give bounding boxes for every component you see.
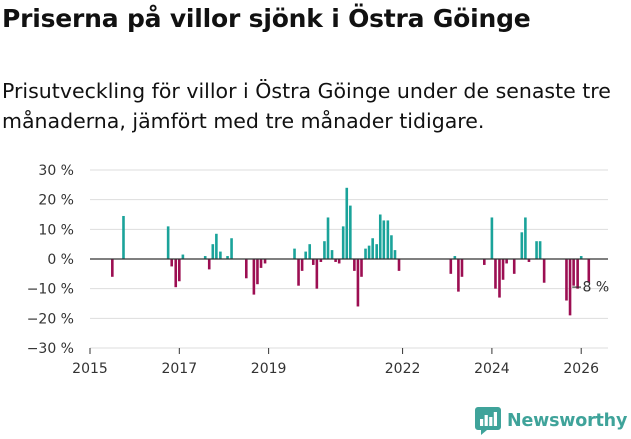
x-tick-label: 2017	[161, 361, 197, 377]
bar	[490, 217, 494, 259]
gridlines	[90, 169, 608, 349]
y-tick-label: −10 %	[27, 282, 74, 298]
bar	[364, 248, 367, 259]
bar	[319, 259, 323, 262]
bar	[453, 256, 457, 259]
bar	[527, 259, 531, 262]
bar	[166, 226, 170, 259]
bar	[203, 256, 207, 259]
bar	[356, 259, 360, 307]
bar	[520, 232, 524, 259]
bar	[353, 259, 356, 271]
y-tick-label: −30 %	[27, 341, 74, 357]
bars	[111, 187, 591, 316]
bar	[252, 259, 256, 295]
bar	[311, 259, 315, 265]
bar	[326, 217, 330, 259]
bar	[304, 251, 307, 259]
bar	[323, 241, 326, 259]
newsworthy-logo: Newsworthy	[475, 407, 627, 435]
bar	[215, 233, 218, 259]
bar	[576, 259, 579, 289]
bar	[211, 244, 215, 259]
bar	[501, 259, 505, 280]
bar	[360, 259, 363, 277]
bar	[178, 259, 181, 282]
bar	[345, 187, 349, 259]
chart-title: Priserna på villor sjönk i Östra Göinge	[2, 4, 531, 33]
bar	[498, 259, 501, 298]
bar	[483, 259, 486, 265]
bar	[341, 226, 345, 259]
bar	[371, 238, 374, 259]
bar	[587, 259, 591, 283]
bar	[170, 259, 174, 267]
bar	[524, 217, 527, 259]
bar	[457, 259, 460, 292]
bar	[297, 259, 300, 286]
bar	[111, 259, 114, 277]
bar	[256, 259, 259, 285]
bar	[349, 205, 352, 259]
bar	[263, 259, 267, 264]
bar	[505, 259, 508, 264]
bar	[181, 254, 185, 259]
bar	[565, 259, 568, 301]
bar	[375, 244, 378, 259]
x-tick-label: 2019	[251, 361, 287, 377]
x-tick-label: 2022	[385, 361, 421, 377]
bar	[494, 259, 497, 289]
bar	[538, 241, 542, 259]
bar	[579, 256, 583, 259]
bar	[219, 251, 222, 259]
bar	[308, 244, 312, 259]
bar	[207, 259, 211, 270]
bar	[449, 259, 453, 274]
bar	[334, 259, 337, 262]
y-tick-label: 30 %	[38, 163, 74, 179]
bar	[535, 241, 538, 259]
newsworthy-logo-text: Newsworthy	[507, 411, 628, 431]
x-tick-label: 2024	[474, 361, 510, 377]
bar	[397, 259, 401, 271]
bar	[460, 259, 464, 277]
bar	[386, 220, 390, 259]
y-tick-label: 20 %	[38, 193, 74, 209]
x-tick-label: 2015	[72, 361, 108, 377]
chart-subtitle: Prisutveckling för villor i Östra Göinge…	[2, 79, 611, 133]
bar	[226, 256, 229, 259]
last-value-label: −8 %	[571, 280, 609, 296]
bar	[244, 259, 248, 279]
bar	[393, 250, 397, 259]
bar	[293, 248, 296, 259]
bar	[230, 238, 233, 259]
bar	[122, 215, 125, 259]
bar	[378, 214, 382, 259]
newsworthy-logo-icon	[475, 407, 501, 435]
annotations: −8 %	[571, 280, 609, 296]
bar	[259, 259, 263, 268]
axes: 30 % 20 % 10 % 0 % −10 % −20 % −30 % 2015 2017 20…	[27, 163, 608, 377]
x-tick-label: 2026	[563, 361, 599, 377]
y-tick-label: −20 %	[27, 311, 74, 327]
bar	[568, 259, 572, 316]
bar	[382, 220, 386, 259]
bar-chart: 30 % 20 % 10 % 0 % −10 % −20 % −30 % 2015 2017 20…	[27, 163, 610, 377]
bar	[512, 259, 516, 274]
bar	[572, 259, 575, 286]
bar	[315, 259, 319, 289]
y-tick-label: 0 %	[47, 252, 74, 268]
bar	[542, 259, 546, 283]
bar	[337, 259, 341, 264]
bar	[367, 245, 371, 259]
bar	[174, 259, 178, 288]
y-tick-label: 10 %	[38, 222, 74, 238]
bar	[330, 250, 334, 259]
bar	[300, 259, 304, 271]
bar	[390, 235, 393, 259]
